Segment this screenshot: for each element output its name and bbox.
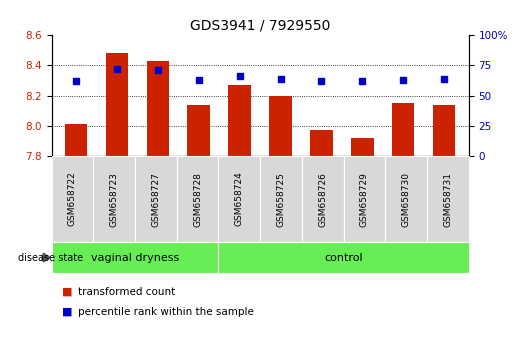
Text: GSM658723: GSM658723 — [110, 172, 118, 227]
Text: vaginal dryness: vaginal dryness — [91, 252, 179, 263]
Text: GSM658728: GSM658728 — [193, 172, 202, 227]
Text: GSM658726: GSM658726 — [318, 172, 327, 227]
Text: GSM658722: GSM658722 — [68, 172, 77, 227]
Bar — [351, 138, 373, 156]
Text: GSM658731: GSM658731 — [443, 172, 452, 227]
Bar — [147, 61, 169, 156]
Bar — [228, 85, 251, 156]
Bar — [65, 124, 87, 156]
Text: ■: ■ — [62, 307, 72, 316]
Bar — [433, 105, 455, 156]
Text: transformed count: transformed count — [78, 287, 176, 297]
Bar — [106, 53, 128, 156]
Text: GSM658725: GSM658725 — [277, 172, 285, 227]
Text: GSM658724: GSM658724 — [235, 172, 244, 227]
Text: GSM658727: GSM658727 — [151, 172, 160, 227]
Title: GDS3941 / 7929550: GDS3941 / 7929550 — [190, 19, 330, 33]
Bar — [310, 130, 333, 156]
Text: GSM658730: GSM658730 — [402, 172, 410, 227]
Text: GSM658729: GSM658729 — [360, 172, 369, 227]
Bar — [392, 103, 415, 156]
Bar — [187, 105, 210, 156]
Text: disease state: disease state — [18, 252, 83, 263]
Text: control: control — [324, 252, 363, 263]
Text: percentile rank within the sample: percentile rank within the sample — [78, 307, 254, 316]
Bar — [269, 96, 292, 156]
Text: ■: ■ — [62, 287, 72, 297]
